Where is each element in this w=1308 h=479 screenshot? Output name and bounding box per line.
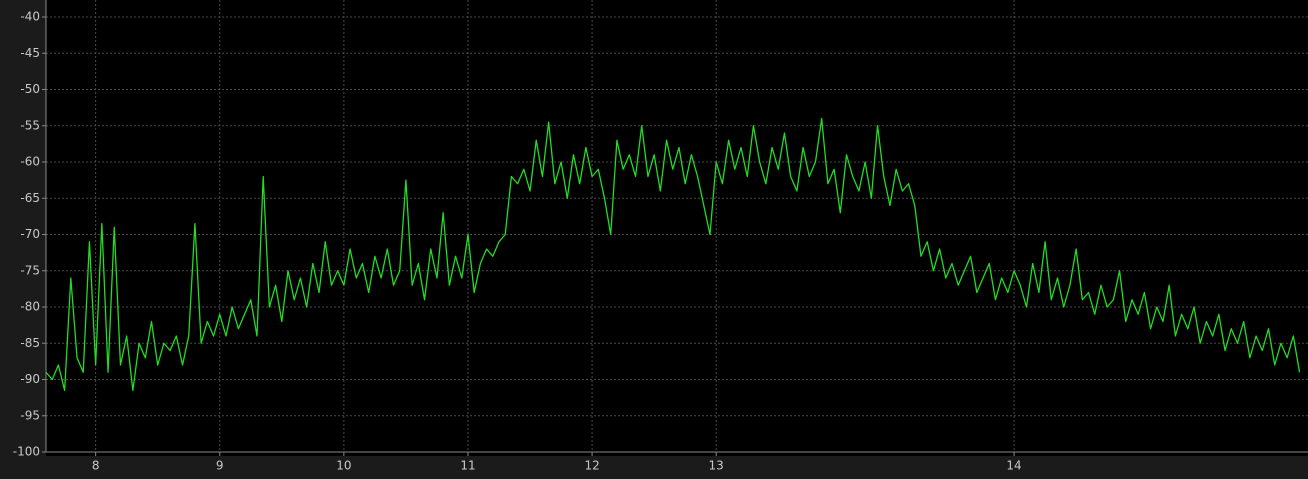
y-tick-label: -85 [20,336,40,350]
y-tick-label: -55 [20,118,40,132]
y-tick-label: -95 [20,408,40,422]
y-tick-label: -40 [20,10,40,24]
y-tick-label: -60 [20,155,40,169]
x-tick-label: 9 [216,459,224,473]
y-tick-label: -100 [13,445,40,459]
y-tick-label: -75 [20,263,40,277]
y-tick-label: -70 [20,227,40,241]
plot-area [46,0,1308,456]
y-tick-label: -90 [20,372,40,386]
x-tick-label: 14 [1006,459,1021,473]
x-tick-label: 10 [336,459,351,473]
y-tick-label: -65 [20,191,40,205]
x-tick-label: 12 [584,459,599,473]
x-tick-label: 13 [709,459,724,473]
y-tick-label: -45 [20,46,40,60]
x-tick-label: 8 [92,459,100,473]
x-tick-label: 11 [460,459,475,473]
spectrum-line [45,117,1301,392]
y-tick-label: -80 [20,300,40,314]
y-tick-label: -50 [20,82,40,96]
